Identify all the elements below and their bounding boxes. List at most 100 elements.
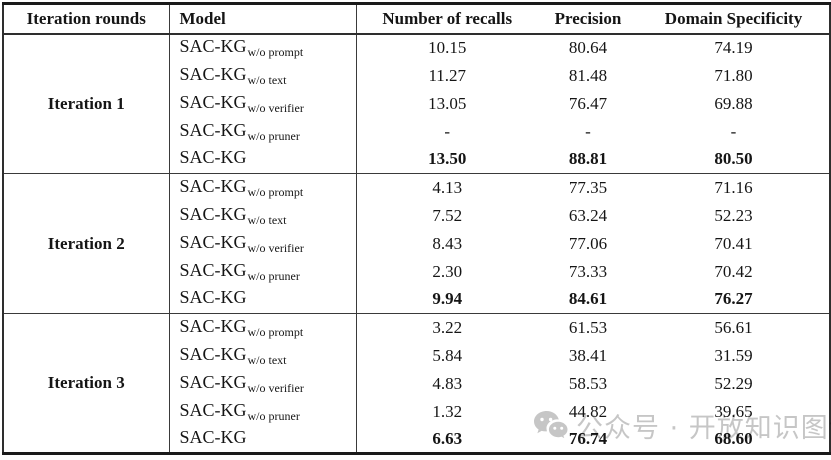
model-subscript: w/o pruner	[247, 128, 300, 143]
precision-value: 58.53	[568, 373, 608, 393]
model-name: SAC-KG	[179, 315, 247, 336]
table-row: SAC-KGw/o verifier 8.43 77.06 70.41	[3, 229, 830, 258]
precision-value: 80.64	[568, 38, 608, 57]
domain-specificity-value: 52.29	[714, 373, 753, 393]
domain-specificity-value: 71.80	[714, 65, 753, 85]
iteration-label: Iteration 1	[3, 33, 170, 174]
precision-value: 63.24	[568, 205, 608, 225]
model-name: SAC-KG	[179, 231, 247, 252]
recalls-value: 2.30	[432, 261, 463, 281]
iteration-label: Iteration 2	[3, 173, 170, 314]
table-row: SAC-KGw/o text 5.84 38.41 31.59	[3, 341, 830, 370]
table-row: SAC-KG 6.63 76.74 68.60	[3, 425, 830, 454]
table-row: SAC-KGw/o pruner - - -	[3, 117, 830, 146]
model-cell: SAC-KGw/o prompt	[169, 33, 357, 62]
recalls-value: 7.52	[432, 205, 463, 225]
model-cell: SAC-KG	[169, 285, 357, 314]
table-row: Iteration 2 SAC-KGw/o prompt 4.13 77.35 …	[3, 173, 830, 314]
model-subscript: w/o verifier	[247, 380, 304, 395]
model-cell: SAC-KGw/o text	[169, 201, 357, 230]
model-name: SAC-KG	[179, 63, 247, 84]
recalls-value: 4.83	[432, 373, 463, 393]
model-cell: SAC-KGw/o verifier	[169, 229, 357, 258]
model-subscript: w/o verifier	[247, 100, 304, 115]
recalls-value: 5.84	[432, 345, 463, 365]
model-name: SAC-KG	[179, 203, 247, 224]
model-subscript: w/o text	[247, 72, 287, 87]
precision-value: 77.35	[538, 173, 638, 202]
precision-value: 61.53	[538, 313, 638, 342]
model-subscript: w/o prompt	[247, 324, 304, 339]
model-name: SAC-KG	[179, 371, 247, 392]
model-name: SAC-KG	[179, 147, 247, 168]
domain-specificity-value: 70.41	[714, 233, 753, 253]
table-row: SAC-KG 13.50 88.81 80.50	[3, 145, 830, 174]
domain-specificity-value: 56.61	[638, 313, 830, 342]
model-cell: SAC-KGw/o text	[169, 61, 357, 90]
model-name: SAC-KG	[179, 343, 247, 364]
recalls-value: 9.94	[432, 289, 463, 309]
table-row: SAC-KGw/o pruner 2.30 73.33 70.42	[3, 257, 830, 286]
model-subscript: w/o verifier	[247, 240, 304, 255]
precision-value: 44.82	[568, 401, 608, 421]
table-row: SAC-KGw/o text 11.27 81.48 71.80	[3, 61, 830, 90]
domain-specificity-value: 31.59	[714, 345, 753, 365]
model-subscript: w/o text	[247, 352, 287, 367]
domain-specificity-value: 70.42	[714, 261, 753, 281]
model-subscript: w/o pruner	[247, 268, 300, 283]
col-header-domain-specificity: Domain Specificity	[638, 3, 830, 35]
col-header-recalls: Number of recalls	[356, 3, 538, 35]
precision-value: 76.47	[568, 93, 608, 113]
recalls-value: 3.22	[356, 313, 538, 342]
recalls-value: -	[444, 121, 451, 141]
precision-value: 73.33	[568, 261, 608, 281]
domain-specificity-value: 74.19	[714, 38, 753, 57]
domain-specificity-value: 76.27	[714, 289, 753, 309]
model-subscript: w/o prompt	[247, 184, 304, 199]
recalls-value: 8.43	[432, 233, 463, 253]
domain-specificity-value: 39.65	[714, 401, 753, 421]
precision-value: 77.06	[568, 233, 608, 253]
precision-value: 81.48	[568, 65, 608, 85]
model-name: SAC-KG	[179, 175, 247, 196]
recalls-value: 11.27	[428, 65, 467, 85]
iteration-label: Iteration 3	[3, 313, 170, 454]
table-row: SAC-KGw/o text 7.52 63.24 52.23	[3, 201, 830, 230]
domain-specificity-value: 69.88	[714, 93, 753, 113]
recalls-value: 1.32	[432, 401, 463, 421]
model-name: SAC-KG	[179, 259, 247, 280]
header-row: Iteration rounds Model Number of recalls…	[3, 3, 830, 35]
model-cell: SAC-KGw/o prompt	[169, 313, 357, 342]
model-cell: SAC-KG	[169, 425, 357, 454]
model-cell: SAC-KGw/o verifier	[169, 369, 357, 398]
recalls-value: 6.63	[432, 428, 463, 448]
recalls-value: 4.13	[356, 173, 538, 202]
model-cell: SAC-KGw/o verifier	[169, 89, 357, 118]
col-header-model: Model	[169, 3, 357, 35]
table-row: SAC-KG 9.94 84.61 76.27	[3, 285, 830, 314]
precision-value: -	[585, 121, 591, 141]
recalls-value: 10.15	[428, 38, 467, 57]
recalls-value: 13.50	[428, 149, 467, 169]
model-cell: SAC-KGw/o pruner	[169, 397, 357, 426]
domain-specificity-value: 52.23	[714, 205, 753, 225]
precision-value: 38.41	[568, 345, 608, 365]
recalls-value: 13.05	[428, 93, 467, 113]
model-cell: SAC-KGw/o text	[169, 341, 357, 370]
precision-value: 76.74	[568, 428, 608, 448]
model-subscript: w/o prompt	[247, 45, 304, 59]
table-row: SAC-KGw/o pruner 1.32 44.82 39.65	[3, 397, 830, 426]
precision-value: 88.81	[568, 149, 608, 169]
model-name: SAC-KG	[179, 399, 247, 420]
table-row: Iteration 3 SAC-KGw/o prompt 3.22 61.53 …	[3, 313, 830, 454]
model-name: SAC-KG	[179, 91, 247, 112]
model-name: SAC-KG	[179, 287, 247, 308]
domain-specificity-value: 71.16	[638, 173, 830, 202]
col-header-precision: Precision	[538, 3, 638, 35]
domain-specificity-value: 68.60	[714, 428, 753, 448]
model-subscript: w/o pruner	[247, 408, 300, 423]
domain-specificity-value: -	[730, 121, 737, 141]
model-cell: SAC-KGw/o pruner	[169, 257, 357, 286]
table-row: SAC-KGw/o verifier 13.05 76.47 69.88	[3, 89, 830, 118]
